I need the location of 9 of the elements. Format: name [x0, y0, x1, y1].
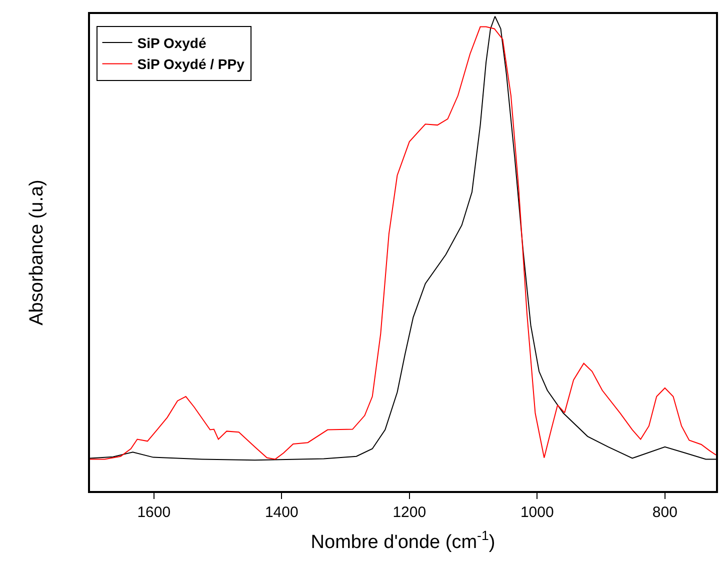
x-tick-label: 1000: [520, 504, 554, 521]
legend-label: SiP Oxydé / PPy: [137, 56, 245, 72]
x-tick-label: 800: [652, 504, 678, 521]
y-axis-title: Absorbance (u.a): [26, 180, 48, 326]
x-tick-label: 1200: [392, 504, 426, 521]
legend-label: SiP Oxydé: [137, 34, 206, 51]
x-tick-label: 1400: [264, 504, 298, 521]
x-tick-label: 1600: [137, 504, 171, 521]
x-axis-title: Nombre d'onde (cm$^{-1}$): [310, 528, 496, 554]
